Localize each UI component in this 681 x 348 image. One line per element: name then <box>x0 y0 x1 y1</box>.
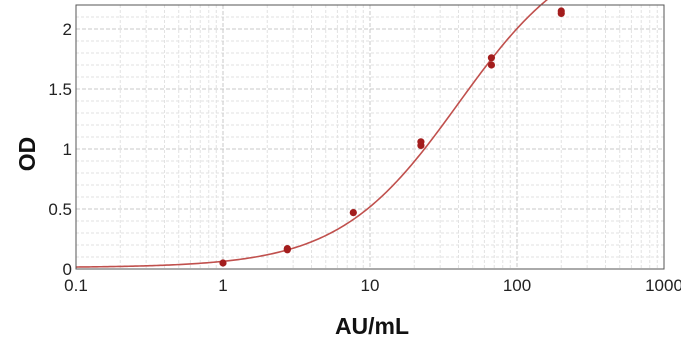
x-tick-label: 1000 <box>645 276 681 295</box>
y-tick-label: 0.5 <box>48 200 72 219</box>
data-point <box>349 209 357 217</box>
x-tick-label: 1 <box>218 276 227 295</box>
data-point <box>487 54 496 62</box>
fit-curve <box>75 0 548 268</box>
data-point <box>219 259 227 267</box>
x-axis-title: AU/mL <box>335 313 409 339</box>
plot-frame <box>75 4 665 270</box>
fit-curve-layer <box>75 0 548 268</box>
data-points-layer <box>219 7 565 267</box>
minor-gridlines <box>76 5 664 269</box>
x-tick-label: 10 <box>361 276 380 295</box>
data-point <box>283 246 291 254</box>
data-point <box>557 9 565 17</box>
y-tick-labels: 0 0.5 1 1.5 2 <box>48 20 72 279</box>
data-point <box>417 141 425 149</box>
data-point <box>487 61 496 69</box>
y-tick-label: 1 <box>63 140 72 159</box>
x-tick-label: 0.1 <box>64 276 88 295</box>
x-tick-labels: 0.1 1 10 100 1000 <box>64 276 681 295</box>
x-tick-label: 100 <box>503 276 531 295</box>
y-axis-title: OD <box>14 137 40 172</box>
y-tick-label: 1.5 <box>48 80 72 99</box>
y-tick-label: 0 <box>63 260 72 279</box>
y-tick-label: 2 <box>63 20 72 39</box>
